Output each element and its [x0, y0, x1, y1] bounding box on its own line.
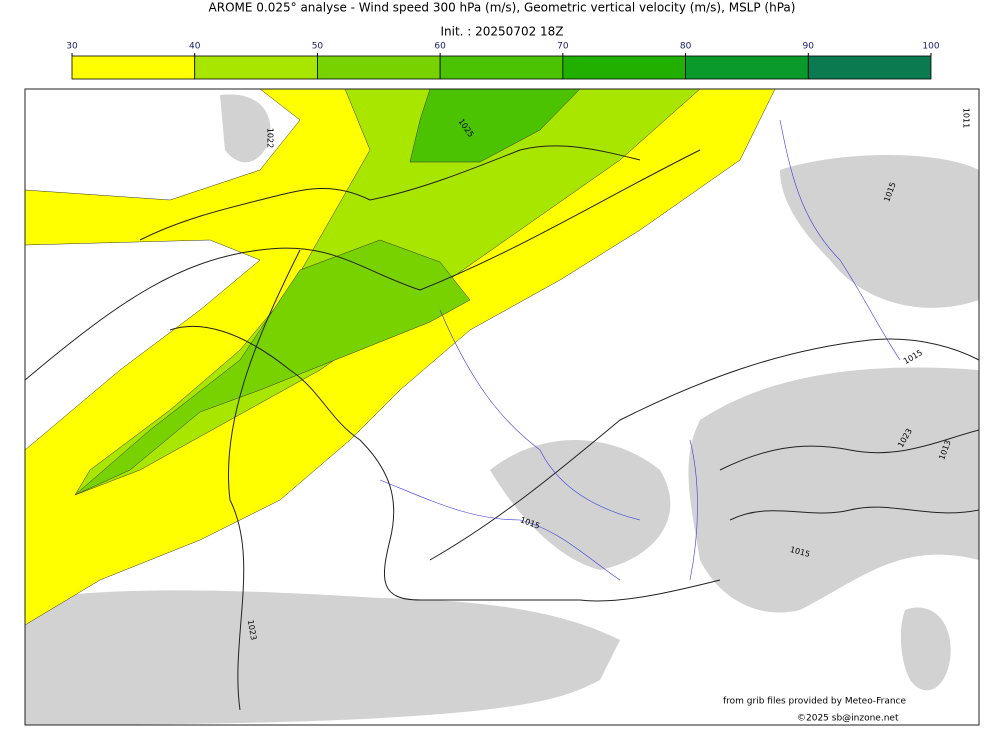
colorbar-tick-label: 50: [312, 42, 324, 52]
colorbar-segment: [807, 55, 932, 80]
map-frame: [24, 88, 980, 726]
colorbar-tick-label: 70: [557, 42, 569, 52]
colorbar-tick-label: 100: [922, 42, 939, 52]
colorbar-tick-label: 90: [803, 42, 815, 52]
contour-label: 1023: [246, 619, 258, 641]
isobar: [719, 429, 979, 471]
wind-band: [409, 89, 581, 163]
terrain: [688, 367, 979, 613]
river: [439, 309, 641, 521]
subtitle: Init. : 20250702 18Z: [440, 25, 563, 39]
colorbar-segment: [71, 55, 196, 80]
colorbar-segment: [562, 55, 686, 80]
isobar: [25, 149, 701, 381]
colorbar-tick-label: 60: [434, 42, 446, 52]
wind-band: [25, 89, 776, 626]
river: [379, 479, 621, 581]
credit: from grib files provided by Meteo-France: [723, 697, 906, 707]
colorbar-segment: [194, 55, 318, 80]
isobar: [429, 338, 979, 561]
terrain: [780, 155, 979, 308]
terrain: [490, 440, 671, 570]
map: [24, 88, 980, 726]
colorbar-segment: [317, 55, 441, 80]
terrain: [25, 590, 620, 725]
isobar: [227, 249, 301, 711]
colorbar-tick-label: 40: [189, 42, 201, 52]
coastline: [139, 145, 641, 241]
contour-label: 1011: [962, 108, 971, 128]
colorbar: 30 40 50 60 70 80 90 100: [66, 42, 940, 80]
terrain: [900, 607, 951, 691]
contour-label: 1022: [266, 128, 275, 148]
colorbar-segment: [685, 55, 809, 80]
credit: ©2025 sb@inzone.net: [797, 714, 899, 724]
coastline: [169, 325, 721, 602]
colorbar-tick-label: 30: [66, 42, 78, 52]
isobar: [729, 506, 979, 521]
title: AROME 0.025° analyse - Wind speed 300 hP…: [209, 1, 796, 15]
river: [779, 119, 901, 361]
wind-band: [74, 239, 471, 496]
colorbar-segment: [439, 55, 564, 80]
terrain: [220, 94, 271, 163]
river: [689, 439, 698, 581]
colorbar-tick-label: 80: [680, 42, 692, 52]
